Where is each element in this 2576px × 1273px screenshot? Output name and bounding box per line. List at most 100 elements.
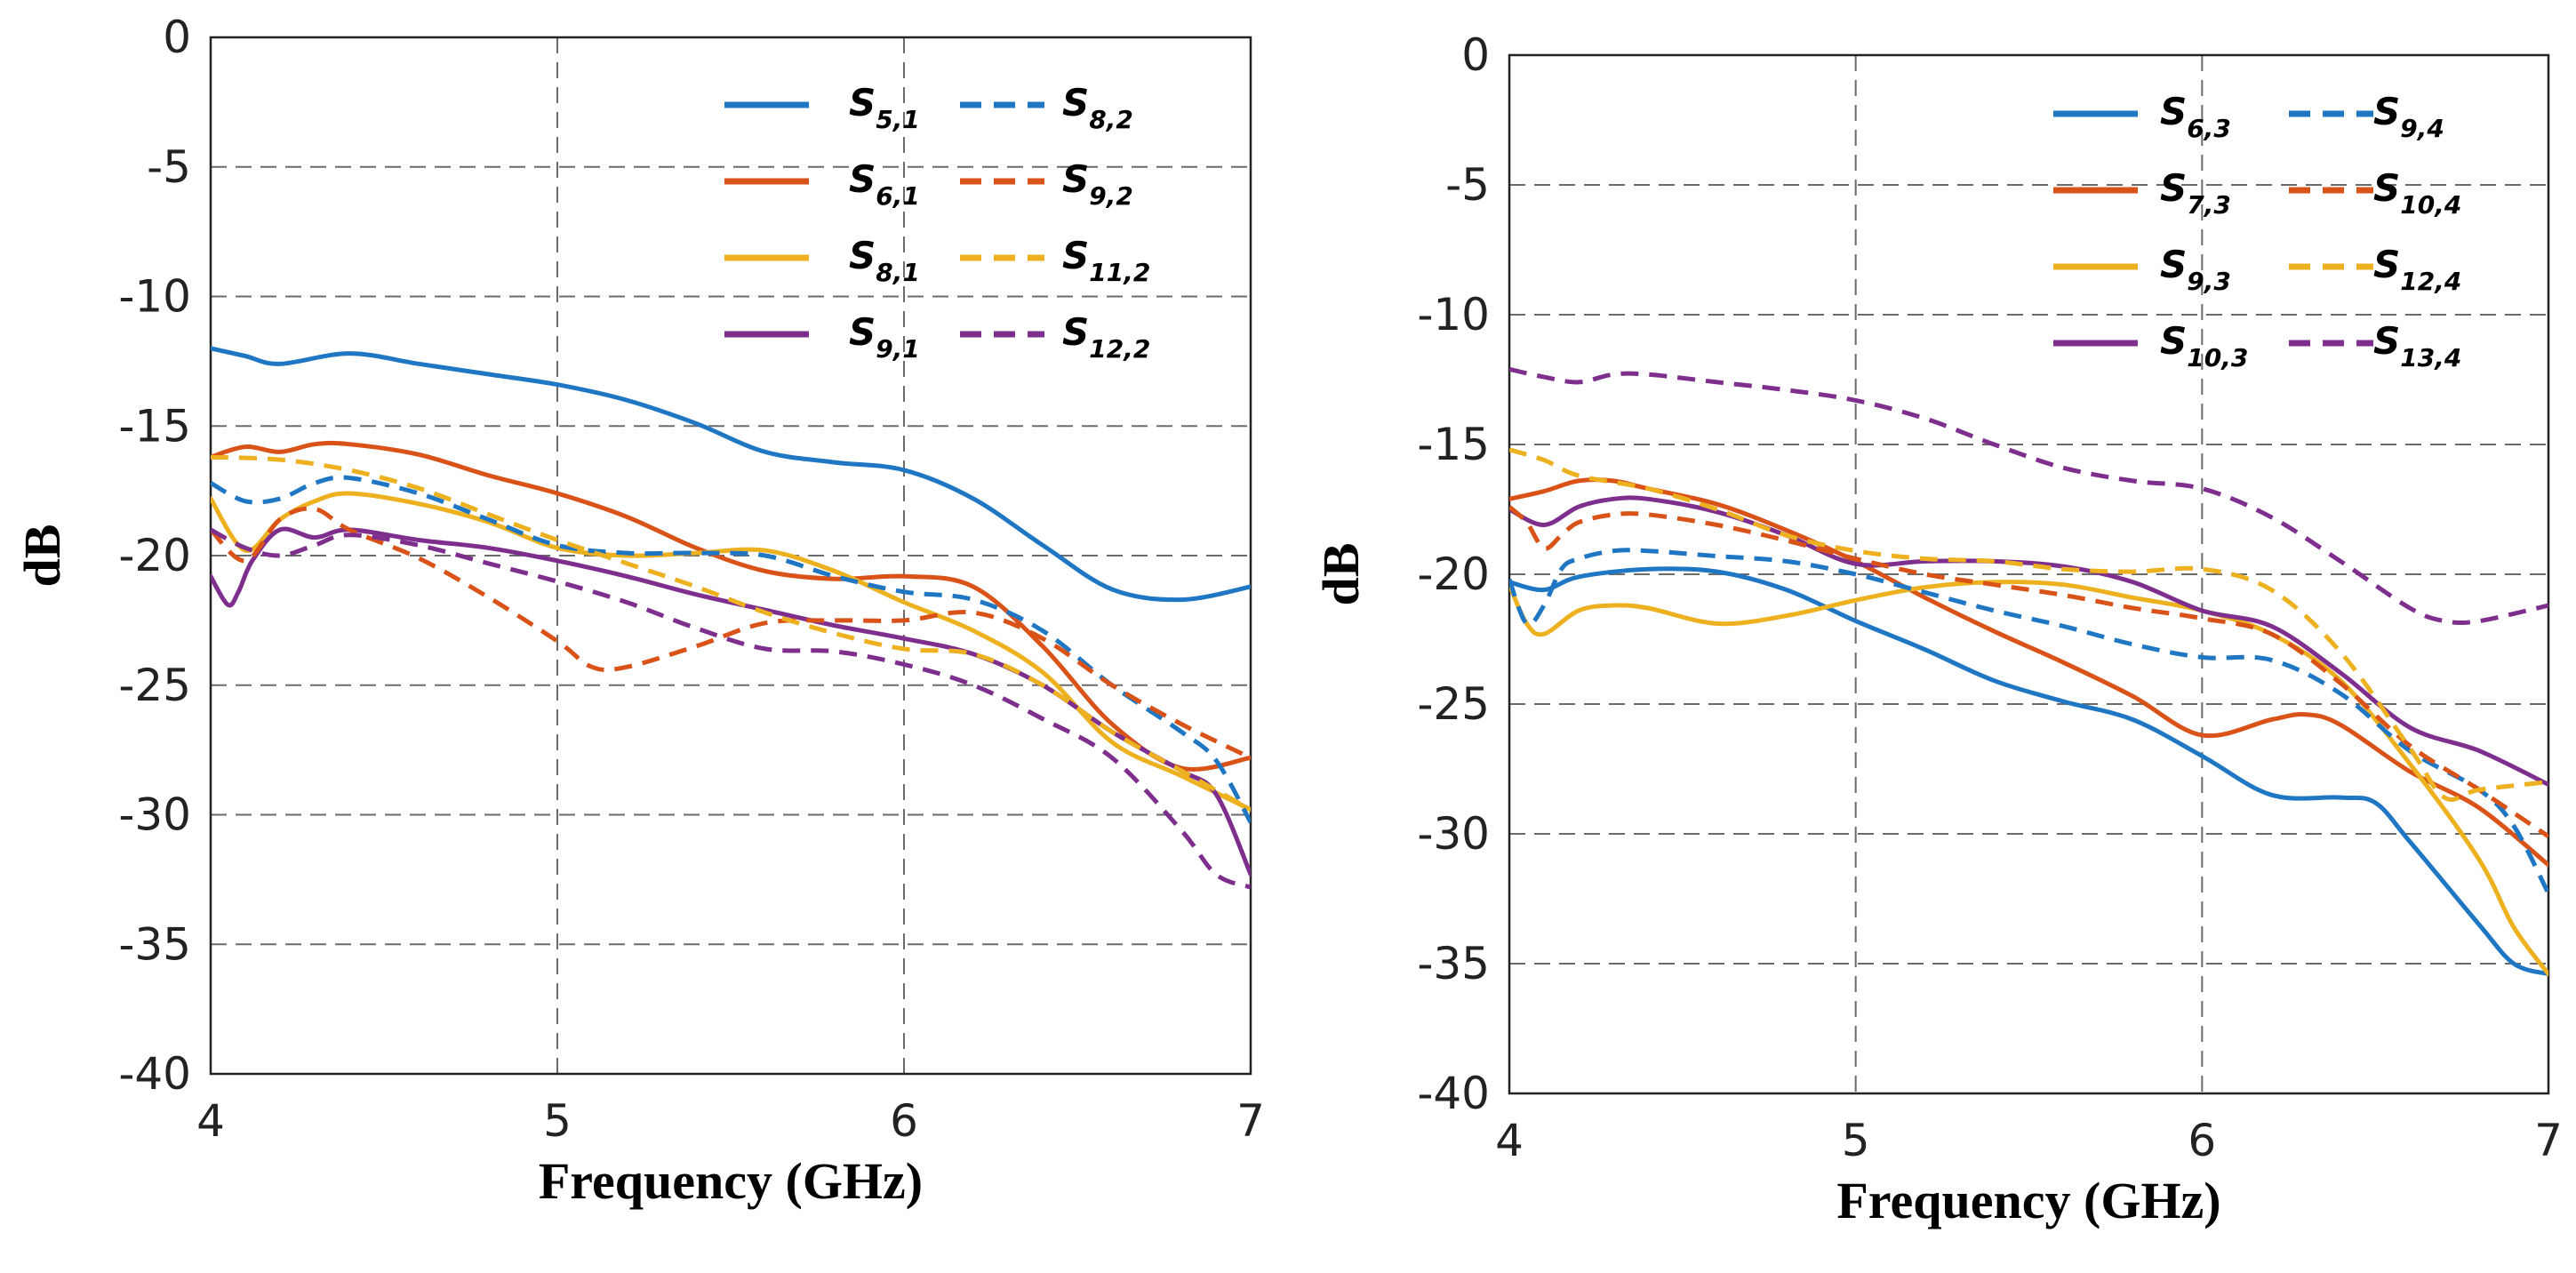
legend-label: S10,3 xyxy=(2160,319,2248,372)
legend-label: S9,3 xyxy=(2160,243,2231,296)
x-tick-label: 5 xyxy=(543,1095,572,1147)
legend-label-sub: 12,2 xyxy=(1089,334,1150,364)
y-axis-label: dB xyxy=(13,524,71,588)
legend-label-sub: 12,4 xyxy=(2400,267,2461,296)
y-tick-label: -20 xyxy=(1417,548,1490,600)
y-tick-label: -15 xyxy=(118,400,191,452)
legend-label-main: S xyxy=(1062,81,1089,124)
legend-label: S7,3 xyxy=(2160,166,2231,220)
y-tick-label: -30 xyxy=(118,789,191,841)
legend-label: S5,1 xyxy=(849,81,920,134)
legend-label-sub: 8,2 xyxy=(1089,105,1133,134)
x-tick-label: 7 xyxy=(1236,1095,1265,1147)
legend-label-main: S xyxy=(2373,319,2400,363)
series-line-s8-1 xyxy=(211,491,1251,813)
legend-label-sub: 11,2 xyxy=(1089,258,1150,287)
x-axis-label: Frequency (GHz) xyxy=(539,1152,923,1210)
series-line-s7-3 xyxy=(1509,477,2548,868)
legend-label-main: S xyxy=(2373,166,2400,210)
legend-label: S8,1 xyxy=(849,234,920,287)
series-line-s9-2 xyxy=(211,506,1251,760)
y-tick-label: -5 xyxy=(147,141,191,193)
y-tick-label: -10 xyxy=(118,271,191,323)
legend-label-sub: 9,2 xyxy=(1089,181,1133,211)
series-lines xyxy=(211,346,1251,890)
legend-label: S13,4 xyxy=(2373,319,2461,372)
y-tick-label: -25 xyxy=(1417,678,1490,730)
legend-label: S9,1 xyxy=(849,310,920,364)
legend-label-sub: 6,1 xyxy=(876,181,920,211)
series-line-s6-1 xyxy=(211,440,1251,772)
legend-label: S12,2 xyxy=(1062,310,1150,364)
legend-label-main: S xyxy=(849,157,876,201)
legend-label-main: S xyxy=(2160,319,2187,363)
legend-label-main: S xyxy=(2160,166,2187,210)
y-tick-label: 0 xyxy=(1461,29,1490,81)
y-tick-label: -15 xyxy=(1417,419,1490,470)
y-tick-label: -40 xyxy=(118,1048,191,1100)
legend-label-main: S xyxy=(849,234,876,277)
plot-frame xyxy=(1508,53,2550,1095)
legend-label: S6,3 xyxy=(2160,90,2231,143)
y-tick-label: -10 xyxy=(1417,289,1490,340)
y-tick-label: -25 xyxy=(118,660,191,711)
legend-label-main: S xyxy=(849,81,876,124)
series-line-s9-4 xyxy=(1509,548,2548,895)
legend-label-sub: 9,4 xyxy=(2400,114,2444,143)
legend-label-main: S xyxy=(2160,243,2187,286)
legend-label-main: S xyxy=(1062,310,1089,354)
plot-frame xyxy=(209,36,1252,1076)
legend-label-main: S xyxy=(2373,243,2400,286)
series-line-s9-3 xyxy=(1509,580,2548,977)
legend-label: S10,4 xyxy=(2373,166,2461,220)
legend-label: S9,2 xyxy=(1062,157,1133,211)
y-tick-label: -20 xyxy=(118,530,191,581)
series-line-s13-4 xyxy=(1509,366,2548,626)
y-tick-label: -35 xyxy=(1417,938,1490,989)
legend-label-sub: 10,3 xyxy=(2187,343,2248,372)
legend-label-main: S xyxy=(1062,157,1089,201)
chart-panel-1: 0 -5 -10 -15 -20 -25 -30 -35 -404 5 6 7 Frequency (G… xyxy=(13,12,1265,1210)
legend-label-sub: 9,1 xyxy=(876,334,920,364)
series-line-s10-4 xyxy=(1509,505,2548,838)
chart-panel-2: 0 -5 -10 -15 -20 -25 -30 -35 -404 5 6 7 Frequency (G… xyxy=(1312,29,2563,1229)
legend-label-sub: 6,3 xyxy=(2187,114,2231,143)
legend-label: S12,4 xyxy=(2373,243,2461,296)
y-tick-label: 0 xyxy=(163,12,191,63)
x-axis-label: Frequency (GHz) xyxy=(1836,1172,2220,1229)
series-line-s8-2 xyxy=(211,475,1251,824)
legend-label-sub: 10,4 xyxy=(2400,190,2461,220)
y-tick-label: -35 xyxy=(118,918,191,970)
legend-label: S11,2 xyxy=(1062,234,1150,287)
x-tick-label: 4 xyxy=(1495,1115,1524,1166)
legend-label: S6,1 xyxy=(849,157,920,211)
x-tick-label: 6 xyxy=(2188,1115,2216,1166)
y-axis-label: dB xyxy=(1312,543,1370,606)
series-line-s11-2 xyxy=(211,454,1251,812)
y-tick-label: -40 xyxy=(1417,1068,1490,1119)
x-tick-label: 5 xyxy=(1842,1115,1870,1166)
legend-label: S8,2 xyxy=(1062,81,1133,134)
legend-label-main: S xyxy=(2373,90,2400,133)
x-tick-label: 4 xyxy=(196,1095,225,1147)
series-line-s5-1 xyxy=(211,346,1251,603)
legend-label-sub: 13,4 xyxy=(2400,343,2461,372)
series-line-s12-2 xyxy=(211,527,1251,890)
legend-label-sub: 8,1 xyxy=(876,258,920,287)
legend-label: S9,4 xyxy=(2373,90,2444,143)
legend-label-main: S xyxy=(849,310,876,354)
legend-label-sub: 9,3 xyxy=(2187,267,2231,296)
legend-label-main: S xyxy=(2160,90,2187,133)
series-line-s12-4 xyxy=(1509,447,2548,802)
x-tick-label: 6 xyxy=(890,1095,918,1147)
series-line-s6-3 xyxy=(1509,566,2548,977)
y-tick-label: -5 xyxy=(1445,159,1490,211)
x-tick-label: 7 xyxy=(2534,1115,2563,1166)
legend-label-sub: 5,1 xyxy=(876,105,920,134)
legend-label-main: S xyxy=(1062,234,1089,277)
legend-label-sub: 7,3 xyxy=(2187,190,2231,220)
series-lines xyxy=(1509,366,2548,977)
